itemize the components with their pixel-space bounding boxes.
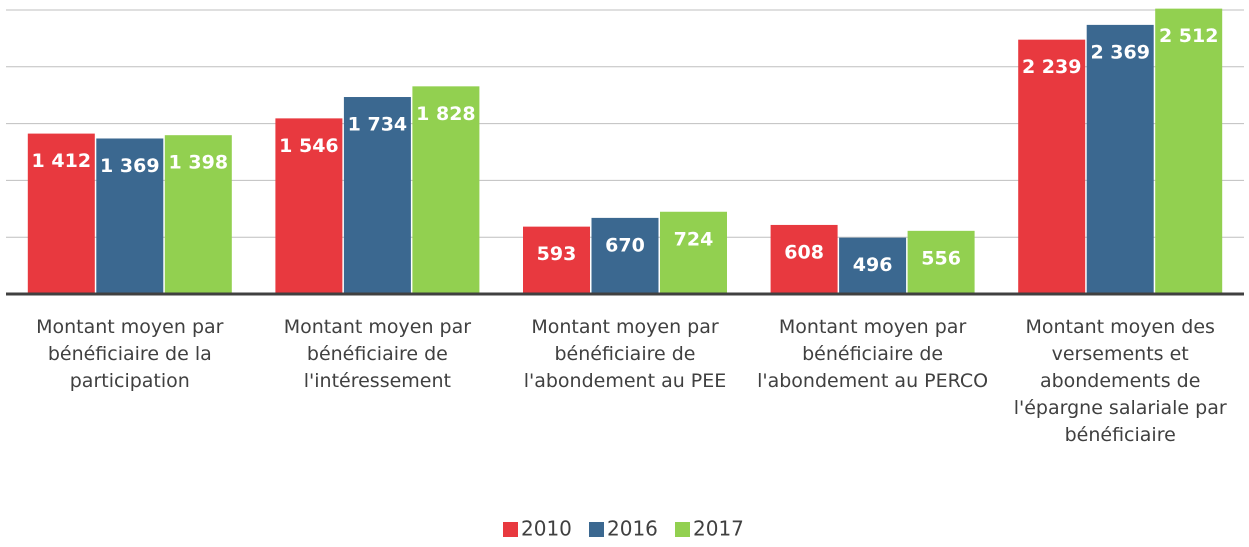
value-label: 496	[853, 254, 893, 276]
x-tick-label: Montant moyen par bénéficiaire de l'abon…	[523, 316, 727, 392]
value-label: 1 398	[169, 152, 229, 174]
value-label: 724	[674, 228, 714, 250]
legend-swatch	[589, 522, 604, 537]
bar	[523, 226, 590, 294]
bar	[907, 230, 975, 294]
x-tick-label: Montant moyen par bénéficiaire de l'inté…	[283, 316, 472, 392]
bar	[839, 237, 907, 294]
x-tick-label: Montant moyen par bénéficiaire de la par…	[36, 316, 224, 392]
bar	[1018, 39, 1086, 295]
value-label: 1 734	[348, 114, 408, 136]
bar	[27, 133, 95, 294]
bar	[591, 217, 659, 294]
bar	[343, 97, 411, 294]
x-tick-label: Montant moyen par bénéficiaire de l'abon…	[757, 316, 989, 392]
value-label: 2 239	[1022, 56, 1082, 78]
legend-label: 2017	[693, 517, 744, 541]
legend-swatch	[675, 522, 690, 537]
value-label: 1 546	[279, 135, 339, 157]
bar	[660, 211, 727, 294]
legend-swatch	[503, 522, 518, 537]
value-label: 1 828	[416, 103, 476, 125]
legend-label: 2016	[607, 517, 658, 541]
value-label: 593	[537, 243, 577, 265]
bar	[412, 86, 480, 294]
value-label: 670	[605, 234, 645, 256]
bar	[275, 118, 343, 295]
value-label: 1 412	[32, 150, 92, 172]
value-label: 608	[784, 241, 824, 263]
legend-label: 2010	[521, 517, 572, 541]
value-label: 2 369	[1090, 41, 1150, 63]
bar	[1155, 8, 1223, 294]
value-label: 556	[921, 247, 961, 269]
bar	[1086, 24, 1154, 295]
bar	[164, 135, 232, 294]
bar	[96, 138, 164, 294]
bar	[770, 224, 838, 294]
x-tick-label: Montant moyen des versements et abondeme…	[1013, 316, 1227, 446]
value-label: 2 512	[1159, 25, 1219, 47]
value-label: 1 369	[100, 155, 160, 177]
